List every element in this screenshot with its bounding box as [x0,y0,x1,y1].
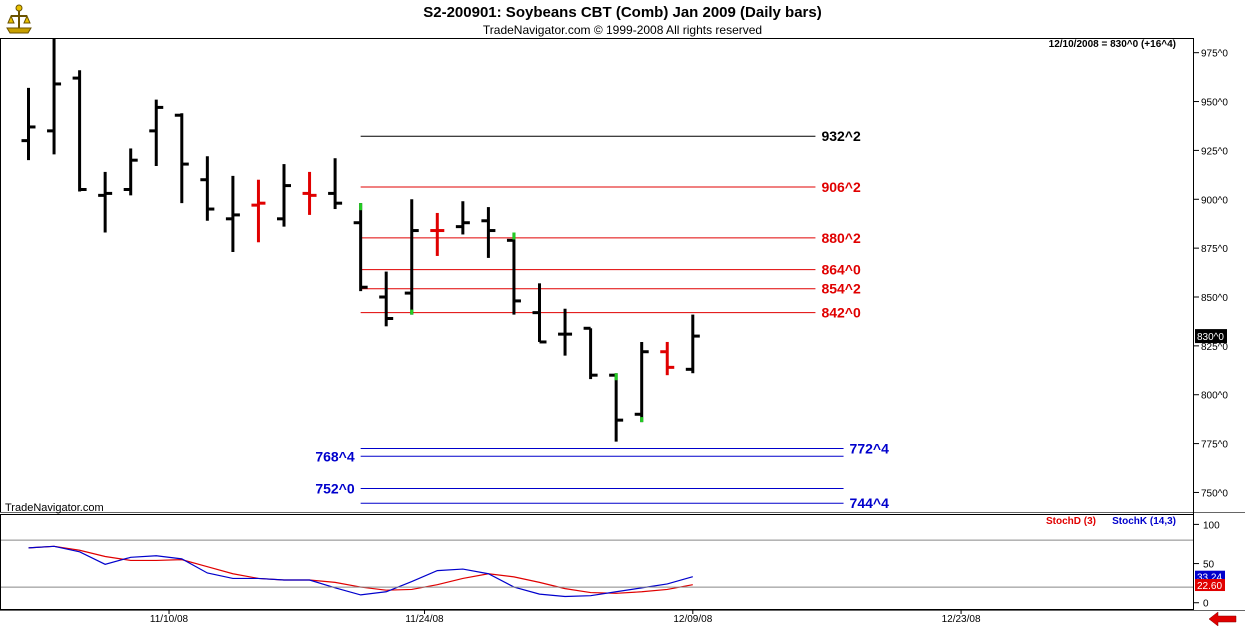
price-axis-label: 825^0 [1201,342,1228,353]
price-axis-label: 750^0 [1201,488,1228,499]
last-price-label: 830^0 [1197,332,1224,343]
copyright-text: TradeNavigator.com © 1999-2008 All right… [482,23,763,37]
level-label: 864^0 [821,262,861,278]
level-label: 842^0 [821,305,861,321]
time-axis: 11/10/08 11/24/08 12/09/08 12/23/08 [150,610,981,625]
time-axis-label: 12/09/08 [673,614,712,625]
red-left-arrow-icon[interactable] [1208,611,1237,627]
price-axis: 975^0 950^0 925^0 900^0 875^0 850^0 825^0 800^0… [1193,49,1228,499]
stochk-last-label: 33.24 [1197,573,1222,584]
level-label: 880^2 [821,230,861,246]
chart-header: S2-200901: Soybeans CBT (Comb) Jan 2009 … [0,0,1245,38]
watermark-text: TradeNavigator.com [5,502,104,514]
level-label: 906^2 [821,179,861,195]
stoch-series-line [28,545,693,598]
level-label: 752^0 [315,481,355,497]
price-axis-label: 875^0 [1201,244,1228,255]
price-axis-label: 800^0 [1201,391,1228,402]
level-label: 768^4 [315,448,355,464]
price-axis-label: 850^0 [1201,293,1228,304]
stoch-lines [28,545,693,598]
price-axis-label: 900^0 [1201,195,1228,206]
time-axis-label: 11/24/08 [405,614,444,625]
chart-title: S2-200901: Soybeans CBT (Comb) Jan 2009 … [423,4,822,21]
level-label: 772^4 [850,440,890,456]
level-label: 854^2 [821,281,861,297]
stoch-axis-label: 0 [1203,599,1209,610]
stochd-last-box [1195,579,1225,592]
price-panel-frame [0,38,1194,513]
price-axis-label: 925^0 [1201,146,1228,157]
legend-stochk: StochK (14,3) [1112,516,1176,527]
level-label: 744^4 [850,495,890,511]
trade-navigator-logo-icon[interactable] [2,2,36,36]
price-bars [21,39,700,442]
time-axis-label: 12/23/08 [942,614,981,625]
level-label: 932^2 [821,128,861,144]
stoch-series-line [28,545,693,594]
time-axis-label: 11/10/08 [150,614,189,625]
price-axis-label: 775^0 [1201,440,1228,451]
stoch-axis-label: 50 [1203,560,1215,571]
price-axis-label: 975^0 [1201,49,1228,60]
price-levels: 932^2 906^2 880^2 864^0 854^2 842^0 772^4 768^4… [315,128,889,511]
price-axis-label: 950^0 [1201,98,1228,109]
stoch-axis-label: 100 [1203,520,1220,531]
stochd-last-label: 22.60 [1197,581,1222,592]
last-price-box [1195,329,1227,344]
price-info-readout: 12/10/2008 = 830^0 (+16^4) [1049,39,1176,50]
legend-stochd: StochD (3) [1046,516,1096,527]
